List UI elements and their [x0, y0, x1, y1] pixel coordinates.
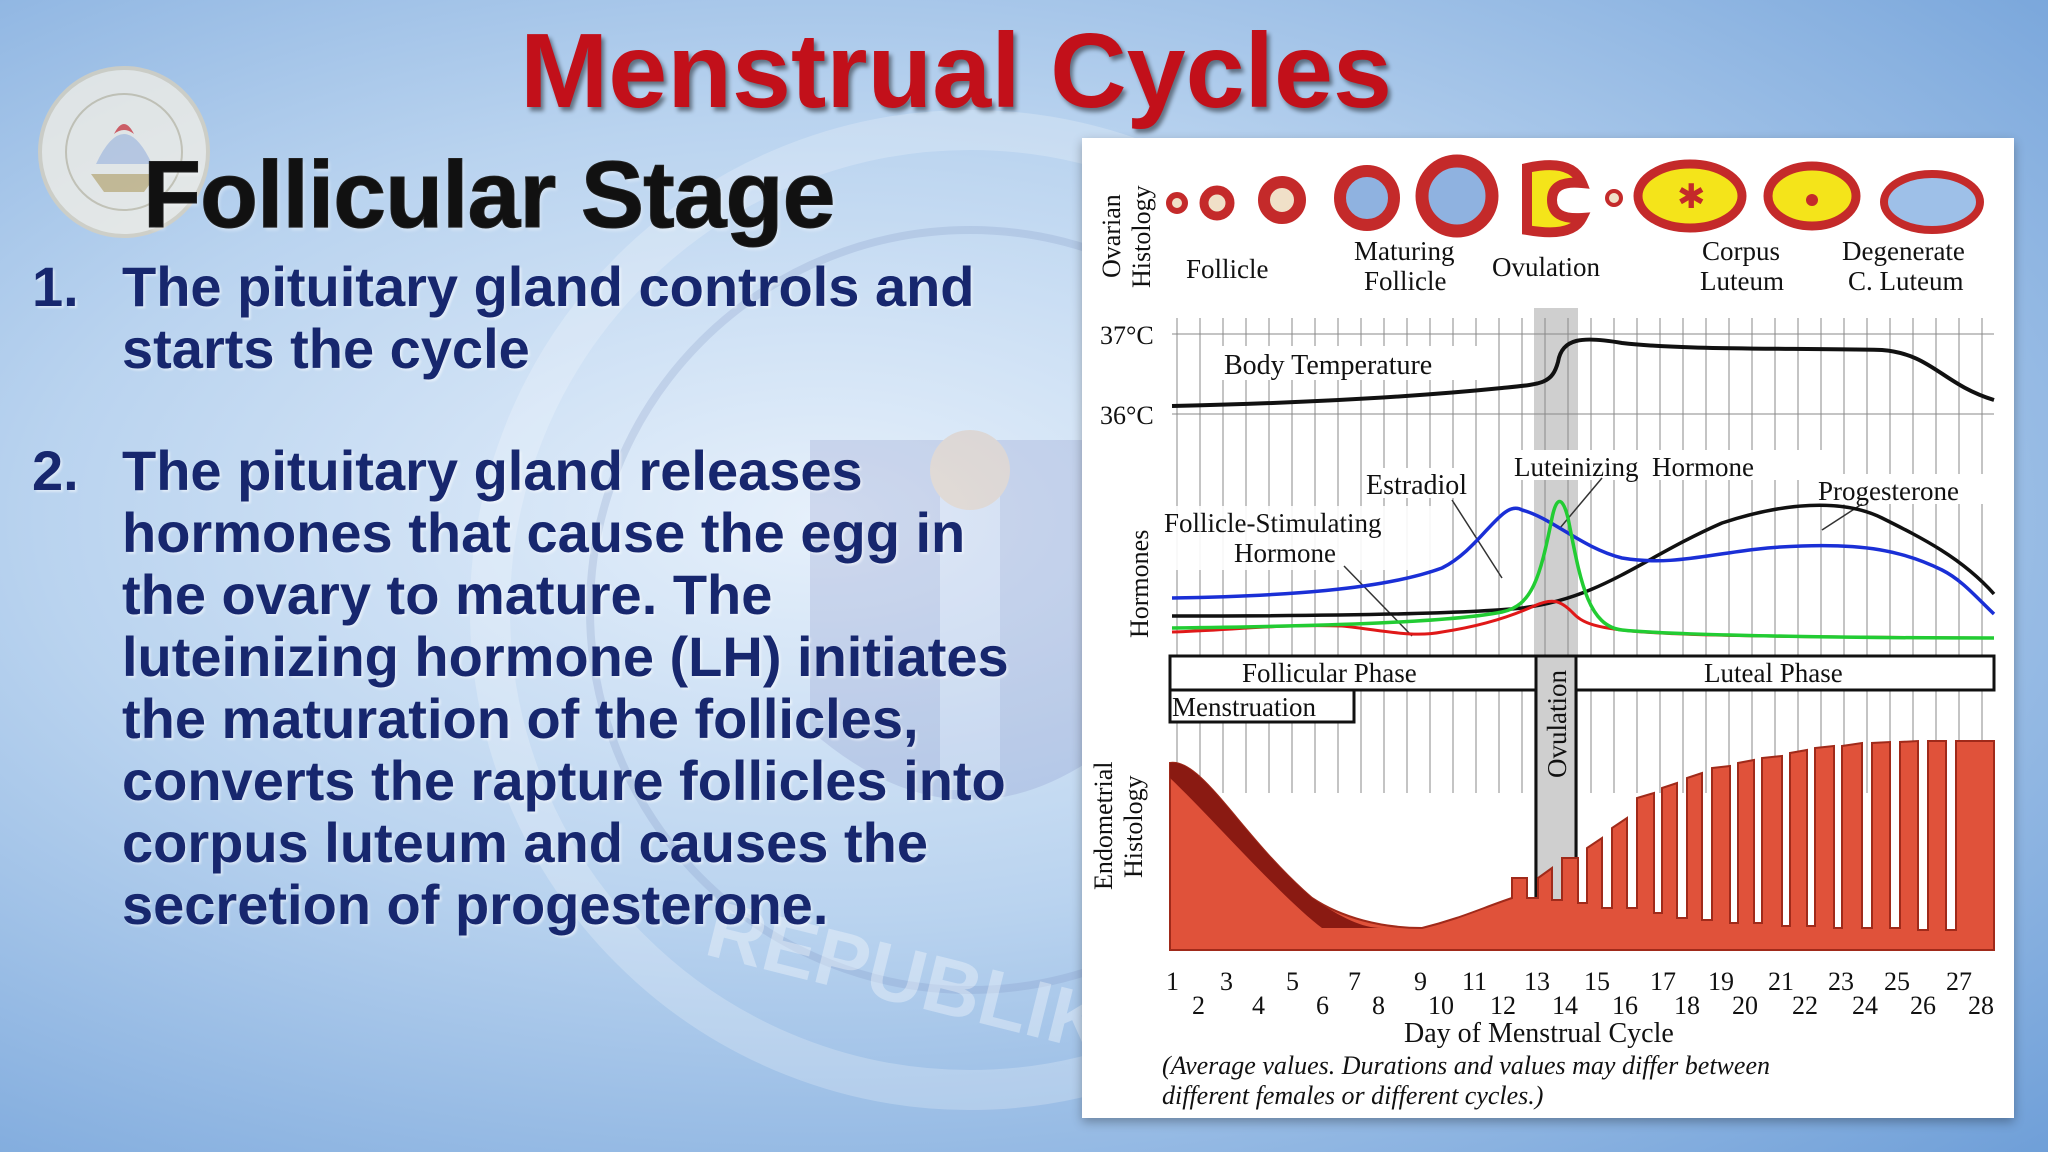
- day-label: 6: [1316, 991, 1329, 1020]
- progesterone-curve: [1171, 503, 1996, 618]
- day-label: 22: [1792, 991, 1818, 1020]
- temp-high-label: 37°C: [1100, 321, 1154, 350]
- lh-curve: [1171, 499, 1995, 640]
- note-line-1: (Average values. Durations and values ma…: [1162, 1051, 1770, 1080]
- menstrual-cycle-diagram: Ovarian Histology ✱ Follicle Maturing Fo…: [1082, 138, 2014, 1118]
- day-labels-even: 2 4 6 8 10 12 14 16 18 20 22 24 26 28: [1192, 991, 1994, 1020]
- hormones-axis-label: Hormones: [1125, 530, 1154, 638]
- slide-title: Menstrual Cycles: [520, 12, 1392, 130]
- day-label: 20: [1732, 991, 1758, 1020]
- menstruation-label: Menstruation: [1172, 692, 1316, 722]
- day-label: 4: [1252, 991, 1265, 1020]
- day-label: 24: [1852, 991, 1878, 1020]
- day-label: 3: [1220, 967, 1233, 996]
- day-label: 13: [1524, 967, 1550, 996]
- day-label: 1: [1166, 967, 1179, 996]
- stage-corpus-2: Luteum: [1700, 266, 1784, 296]
- point-1-text: The pituitary gland controls and starts …: [122, 255, 975, 380]
- day-label: 15: [1584, 967, 1610, 996]
- estradiol-label: Estradiol: [1366, 470, 1467, 501]
- day-label: 18: [1674, 991, 1700, 1020]
- day-labels-odd: 1 3 5 7 9 11 13 15 17 19 21 23 25 27: [1166, 967, 1972, 996]
- endometrial-label-1: Endometrial: [1089, 761, 1118, 890]
- stage-follicle: Follicle: [1186, 254, 1269, 284]
- estradiol-curve: [1171, 506, 1996, 616]
- day-label: 19: [1708, 967, 1734, 996]
- note-line-2: different females or different cycles.): [1162, 1081, 1543, 1110]
- follicular-phase-label: Follicular Phase: [1242, 658, 1417, 688]
- svg-text:✱: ✱: [1677, 178, 1706, 216]
- point-2-text: The pituitary gland releases hormones th…: [122, 439, 1009, 936]
- body-temperature-label: Body Temperature: [1224, 350, 1432, 381]
- point-2: 2. The pituitary gland releases hormones…: [32, 440, 1042, 936]
- slide-subtitle: Follicular Stage: [142, 142, 835, 248]
- body-temperature-curve: [1171, 337, 1995, 408]
- stage-degenerate-2: C. Luteum: [1848, 266, 1964, 296]
- day-label: 11: [1462, 967, 1487, 996]
- progesterone-label: Progesterone: [1818, 476, 1959, 506]
- endometrial-label-2: Histology: [1119, 775, 1148, 878]
- day-label: 26: [1910, 991, 1936, 1020]
- point-1: 1. The pituitary gland controls and star…: [32, 256, 1042, 380]
- fsh-curve: [1171, 599, 1995, 640]
- day-label: 17: [1650, 967, 1676, 996]
- lh-label: Luteinizing Hormone: [1514, 452, 1754, 482]
- stage-maturing-1: Maturing: [1354, 236, 1455, 266]
- day-label: 16: [1612, 991, 1638, 1020]
- day-label: 9: [1414, 967, 1427, 996]
- day-label: 7: [1348, 967, 1361, 996]
- stage-maturing-2: Follicle: [1364, 266, 1447, 296]
- diagram-canvas: Ovarian Histology ✱ Follicle Maturing Fo…: [1089, 154, 2002, 1110]
- day-label: 27: [1946, 967, 1972, 996]
- day-label: 10: [1428, 991, 1454, 1020]
- day-label: 21: [1768, 967, 1794, 996]
- point-1-number: 1.: [32, 255, 79, 318]
- stage-degenerate-1: Degenerate: [1842, 236, 1965, 266]
- point-2-number: 2.: [32, 439, 79, 502]
- day-label: 12: [1490, 991, 1516, 1020]
- ovulation-bar-label: Ovulation: [1542, 670, 1572, 778]
- temp-low-label: 36°C: [1100, 401, 1154, 430]
- menstrual-shedding: [1170, 762, 1382, 928]
- stage-corpus-1: Corpus: [1702, 236, 1780, 266]
- follicle-drawings: ✱: [1166, 154, 1984, 238]
- day-label: 2: [1192, 991, 1205, 1020]
- day-label: 8: [1372, 991, 1385, 1020]
- x-axis-label: Day of Menstrual Cycle: [1404, 1018, 1674, 1049]
- stage-ovulation: Ovulation: [1492, 252, 1600, 282]
- day-label: 5: [1286, 967, 1299, 996]
- ovarian-label-1: Ovarian: [1097, 194, 1126, 278]
- menstruation-bar: [1168, 688, 1356, 724]
- day-label: 14: [1552, 991, 1578, 1020]
- day-label: 28: [1968, 991, 1994, 1020]
- fsh-label-line1: Follicle-Stimulating: [1164, 508, 1382, 538]
- day-label: 23: [1828, 967, 1854, 996]
- luteal-phase-bar: [1574, 654, 1996, 692]
- luteal-phase-label: Luteal Phase: [1704, 658, 1843, 688]
- department-logo: [38, 66, 210, 238]
- endometrium-drawing: [1169, 739, 1995, 951]
- fsh-label-line2: Hormone: [1234, 538, 1336, 568]
- day-label: 25: [1884, 967, 1910, 996]
- ovarian-label-2: Histology: [1127, 185, 1156, 288]
